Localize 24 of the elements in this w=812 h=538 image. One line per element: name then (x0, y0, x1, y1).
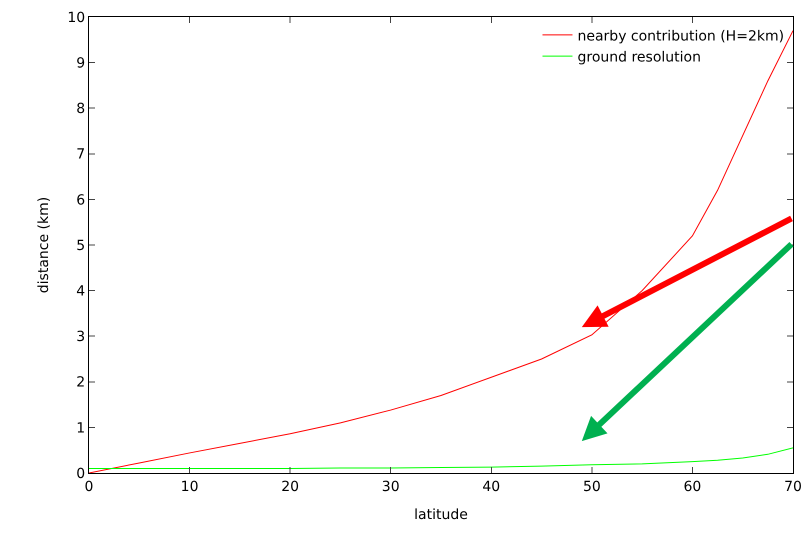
y-tick-label: 9 (76, 56, 86, 72)
y-tick-label: 10 (67, 10, 86, 26)
y-tick-label: 3 (76, 329, 86, 346)
y-tick-label: 2 (76, 374, 86, 391)
x-tick-label: 40 (482, 478, 500, 495)
y-tick-label: 7 (76, 146, 86, 163)
legend-label: ground resolution (577, 50, 701, 66)
x-tick-label: 70 (784, 478, 802, 495)
y-tick-label: 4 (76, 284, 86, 300)
x-tick-label: 30 (382, 478, 400, 495)
x-tick-label: 20 (281, 478, 300, 495)
line-series (89, 30, 793, 473)
x-axis-title: latitude (414, 507, 468, 524)
x-tick-label: 60 (684, 478, 702, 495)
y-tick-label: 5 (76, 238, 86, 254)
y-tick-label: 0 (76, 466, 86, 482)
x-tick-label: 50 (582, 478, 601, 495)
y-tick-label: 6 (76, 192, 86, 208)
legend-label: nearby contribution (H=2km) (577, 28, 784, 44)
y-tick-label: 8 (76, 101, 86, 118)
y-tick-label: 1 (76, 420, 86, 436)
y-axis-title: distance (km) (36, 196, 52, 294)
line-series (89, 447, 793, 469)
x-tick-label: 10 (180, 478, 198, 495)
